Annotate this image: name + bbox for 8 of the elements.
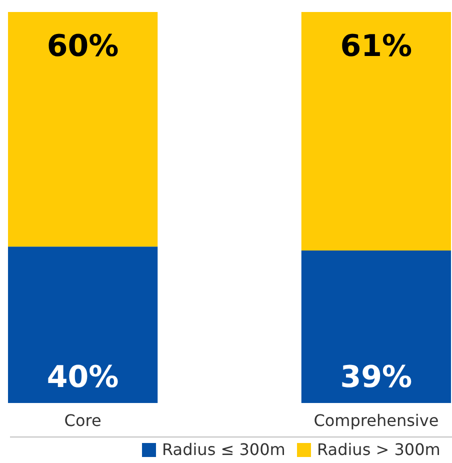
x-tick-label: Comprehensive xyxy=(314,411,439,430)
data-label: 61% xyxy=(340,29,412,64)
legend-label: Radius ≤ 300m xyxy=(162,440,286,459)
legend-label: Radius > 300m xyxy=(317,440,440,459)
x-tick-label: Core xyxy=(64,411,102,430)
data-label: 40% xyxy=(46,360,119,395)
data-label: 60% xyxy=(46,29,119,64)
data-label: 39% xyxy=(340,360,412,395)
